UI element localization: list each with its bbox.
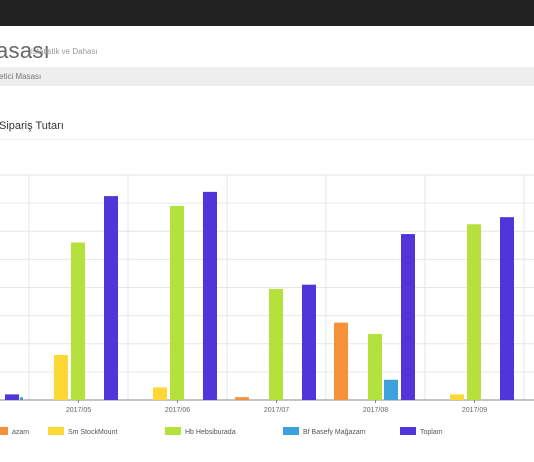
legend-swatch-0	[0, 427, 8, 435]
bar-2017-08-series-4	[401, 234, 415, 400]
bar-2017-07-series-4	[302, 284, 316, 400]
legend-label-2: Hb Hebsiburada	[185, 429, 236, 436]
legend-label-3: Bf Basefy Mağazam	[303, 429, 366, 436]
bar-2017-09-series-1	[450, 394, 464, 400]
bar-partial-series-3	[20, 397, 23, 400]
page-title: asası	[0, 38, 51, 63]
legend-label-4: Toplam	[420, 429, 443, 436]
x-tick-label: 2017/07	[264, 407, 289, 414]
x-tick-label: 2017/09	[462, 407, 487, 414]
bar-2017-08-series-0	[334, 322, 348, 400]
chart-title: Sipariş Tutarı	[0, 120, 64, 132]
bar-2017-09-series-2	[467, 224, 481, 400]
bar-2017-08-series-3	[384, 379, 398, 400]
legend-swatch-4	[400, 427, 416, 435]
bar-partial-series-4	[5, 394, 19, 400]
portlet-divider	[0, 139, 534, 140]
legend-label-0: azam	[12, 429, 29, 436]
bar-2017-06-series-2	[170, 205, 184, 400]
legend-label-1: Sm StockMount	[68, 429, 117, 436]
legend-swatch-3	[283, 427, 299, 435]
bar-2017-08-series-2	[368, 333, 382, 400]
x-tick-label: 2017/05	[66, 407, 91, 414]
bar-2017-05-series-4	[104, 196, 118, 400]
bar-2017-09-series-4	[500, 217, 514, 400]
legend-swatch-2	[165, 427, 181, 435]
bar-2017-06-series-1	[153, 387, 167, 400]
bar-2017-06-series-4	[203, 191, 217, 400]
bar-2017-07-series-2	[269, 288, 283, 400]
x-tick-label: 2017/08	[363, 407, 388, 414]
bar-2017-05-series-2	[71, 242, 85, 400]
breadcrumb-link[interactable]: etici Masası	[0, 72, 42, 81]
bar-2017-07-series-0	[235, 397, 249, 400]
page-subtitle: istatistik ve Dahası	[31, 47, 98, 56]
legend-swatch-1	[48, 427, 64, 435]
bar-2017-05-series-1	[54, 355, 68, 400]
top-navbar	[0, 0, 534, 26]
x-tick-label: 2017/06	[165, 407, 190, 414]
breadcrumb	[0, 67, 534, 86]
